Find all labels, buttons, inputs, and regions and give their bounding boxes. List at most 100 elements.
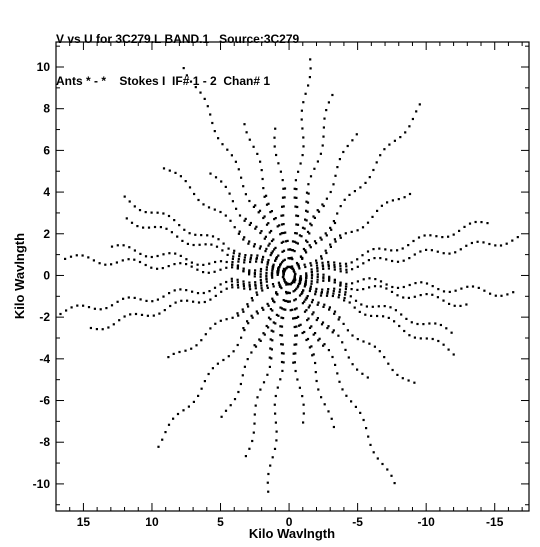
uv-point	[288, 300, 291, 303]
uv-point	[324, 232, 327, 235]
x-tick-label: -5	[352, 515, 363, 529]
uv-point	[235, 207, 238, 210]
uv-point	[300, 118, 303, 121]
uv-point	[274, 322, 277, 325]
uv-point	[99, 308, 102, 311]
uv-point	[271, 269, 274, 272]
uv-point	[162, 167, 166, 170]
uv-point	[370, 314, 373, 317]
uv-point	[299, 276, 302, 280]
uv-point	[387, 316, 390, 319]
uv-point	[138, 209, 142, 212]
uv-point	[105, 307, 108, 310]
uv-point	[251, 316, 254, 319]
y-tick-label: -4	[39, 352, 50, 366]
uv-point	[273, 136, 276, 139]
uv-point	[306, 230, 310, 233]
uv-point	[338, 293, 341, 296]
uv-point	[279, 233, 282, 236]
uv-point	[256, 152, 259, 155]
uv-point	[282, 361, 285, 364]
uv-point	[310, 277, 313, 280]
uv-point	[368, 277, 371, 280]
uv-point	[167, 214, 171, 218]
uv-point	[341, 388, 344, 391]
uv-point	[366, 250, 370, 253]
uv-point	[314, 371, 317, 374]
uv-point	[286, 291, 289, 294]
uv-point	[301, 226, 305, 229]
uv-point	[415, 110, 418, 113]
uv-point	[172, 417, 175, 420]
uv-point	[269, 308, 272, 311]
uv-point	[214, 176, 218, 179]
uv-point	[463, 225, 466, 228]
uv-point	[254, 204, 257, 207]
uv-point	[308, 326, 312, 329]
uv-point	[282, 267, 285, 270]
uv-point	[333, 268, 336, 271]
uv-point	[344, 232, 347, 235]
uv-point	[284, 299, 287, 302]
uv-point	[296, 378, 299, 381]
uv-point	[442, 290, 446, 293]
uv-point	[268, 365, 271, 368]
uv-point	[261, 258, 264, 261]
uv-point	[391, 285, 394, 289]
uv-point	[350, 400, 353, 403]
uv-point	[489, 292, 492, 295]
uv-point	[347, 356, 350, 359]
uv-point	[259, 273, 262, 276]
uv-point	[275, 439, 278, 442]
uv-point	[304, 279, 308, 282]
uv-point	[174, 301, 177, 304]
uv-point	[272, 321, 275, 324]
uv-point	[232, 350, 235, 353]
uv-point	[465, 303, 468, 306]
uv-point	[291, 265, 294, 268]
uv-point	[390, 474, 393, 477]
uv-point	[87, 306, 91, 309]
uv-point	[220, 290, 223, 293]
uv-point	[224, 409, 228, 412]
uv-point	[253, 344, 256, 347]
uv-point	[206, 234, 209, 237]
uv-point	[379, 257, 382, 260]
uv-point	[390, 290, 394, 293]
uv-point	[332, 425, 335, 429]
uv-point	[315, 318, 318, 322]
uv-point	[298, 282, 302, 285]
uv-point	[322, 273, 325, 276]
uv-point	[506, 293, 509, 296]
uv-point	[321, 261, 324, 264]
uv-point	[303, 310, 307, 313]
data-points	[59, 58, 519, 493]
uv-point	[371, 215, 374, 218]
uv-point	[274, 394, 277, 398]
uv-point	[322, 126, 325, 129]
uv-point	[468, 222, 472, 225]
uv-point	[333, 312, 336, 315]
uv-point	[186, 242, 189, 245]
uv-point	[305, 239, 308, 242]
uv-point	[291, 308, 294, 311]
uv-point	[310, 224, 313, 227]
uv-point	[252, 205, 255, 208]
uv-point	[322, 204, 325, 208]
uv-point	[225, 280, 228, 284]
uv-point	[220, 415, 223, 418]
uv-point	[386, 201, 389, 204]
uv-point	[296, 214, 300, 218]
uv-point	[259, 245, 262, 248]
uv-point	[244, 254, 247, 257]
uv-point	[269, 464, 272, 467]
uv-point	[385, 287, 388, 290]
uv-point	[330, 417, 333, 420]
uv-point	[367, 435, 370, 438]
uv-point	[316, 266, 319, 270]
uv-point	[248, 240, 251, 243]
uv-point	[267, 244, 270, 247]
uv-point	[279, 170, 282, 173]
uv-point	[306, 201, 310, 204]
uv-point	[118, 319, 121, 322]
